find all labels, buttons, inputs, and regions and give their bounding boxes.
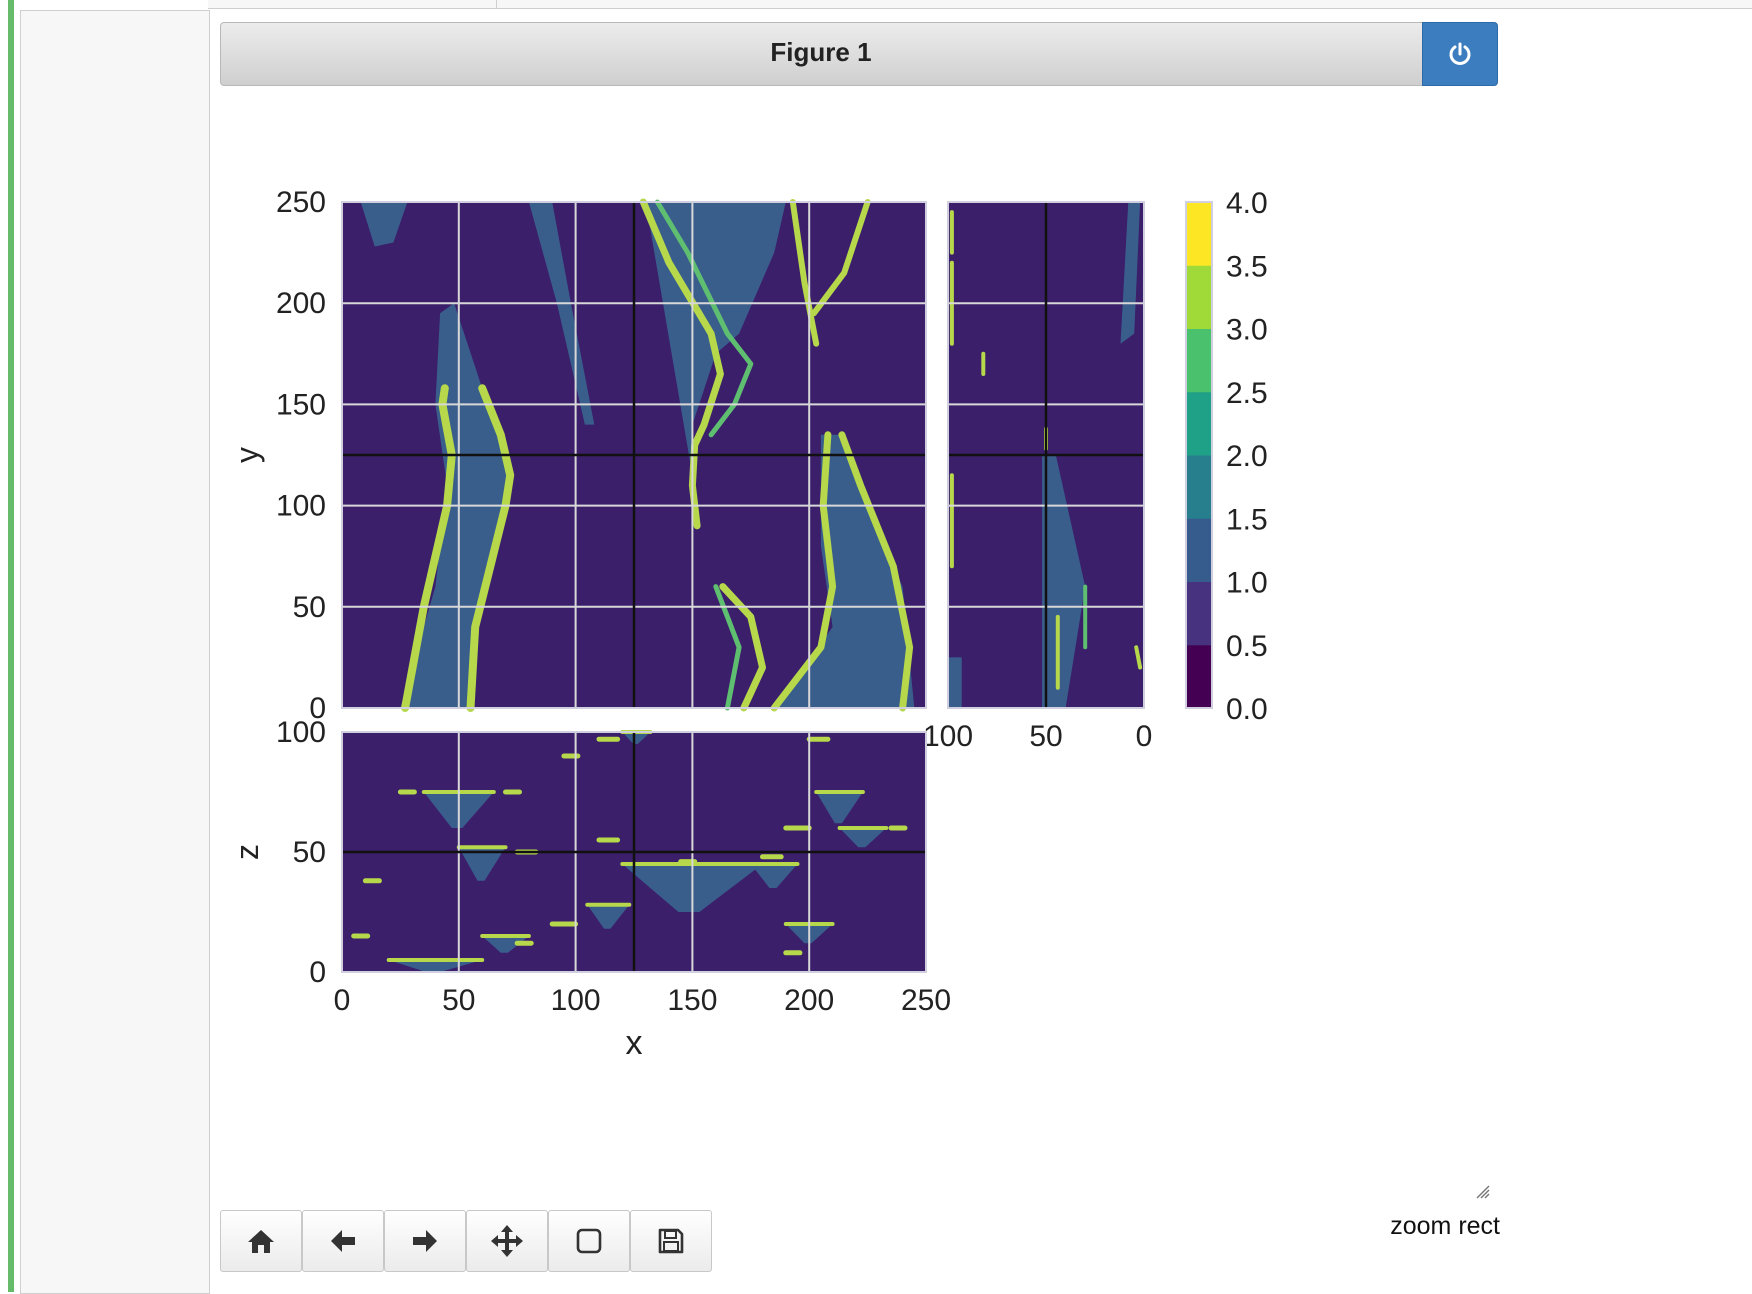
x-tick-label: 50 [442,984,475,1017]
channel-f-left-bank [770,431,837,712]
strip-divider [496,0,497,8]
status-message: zoom rect [1390,1212,1500,1240]
colorbar-tick-label: 1.5 [1226,503,1268,536]
square-icon [576,1228,602,1254]
colorbar-segment [1186,644,1212,709]
zoom-button[interactable] [548,1210,630,1272]
xz-lens [839,828,887,848]
y-tick-label: 50 [293,836,326,869]
colorbar-segment [1186,202,1212,266]
channel-d-bank [789,199,820,347]
close-figure-button[interactable] [1422,22,1498,86]
x-tick-label: 200 [784,984,834,1017]
zy-channel-top [1120,202,1141,344]
zy-slice-plot: 100 50 0 [923,201,1153,753]
channel-f-right-bank [838,431,914,712]
x-tick-label: 150 [667,984,717,1017]
save-button[interactable] [630,1210,712,1272]
arrow-right-icon [413,1230,437,1252]
xz-lens [750,864,798,888]
channel-a-right-bank [466,384,515,712]
x-tick-label: 0 [334,984,351,1017]
y-tick-label: 250 [276,186,326,219]
xy-slice-plot: 0 50 100 150 200 250 y [229,186,927,725]
y-tick-label: 150 [276,388,326,421]
xz-lens [458,847,506,881]
plot-frame [341,731,927,973]
channel-f-body [774,434,915,708]
colorbar-tick-label: 3.5 [1226,250,1268,283]
colorbar-segment [1186,391,1212,456]
colorbar-segment [1186,328,1212,393]
colorbar-tick-label: 3.0 [1226,314,1268,347]
colorbar-tick-label: 4.0 [1226,187,1268,220]
y-tick-label: 100 [276,716,326,749]
home-icon [248,1230,274,1253]
plot-frame [341,201,927,709]
power-icon [1449,42,1471,65]
channel-b-body [528,202,595,425]
colorbar: 0.0 0.5 1.0 1.5 2.0 2.5 3.0 3.5 4.0 [1185,187,1268,726]
cell-prompt-area [20,10,210,1294]
channel-a-left-bank [401,384,456,712]
colorbar-tick-label: 2.0 [1226,440,1268,473]
resize-grip-icon[interactable] [1474,1183,1492,1201]
colorbar-tick-label: 0.5 [1226,630,1268,663]
colorbar-segment [1186,265,1212,329]
y-tick-label: 0 [309,692,326,725]
xz-lens [587,904,630,929]
move-arrows-icon [491,1225,523,1257]
xz-slice-plot: 0 50 100 0 50 100 150 200 250 z x [229,716,951,1062]
previous-cell-strip [208,0,1752,9]
channel-e-bank [810,199,871,317]
colorbar-tick-label: 1.0 [1226,567,1268,600]
pan-button[interactable] [466,1210,548,1272]
zy-edge-patch [948,657,962,708]
channel-c-right-bank [654,199,754,438]
y-tick-label: 200 [276,287,326,320]
floppy-disk-icon [658,1228,684,1254]
colorbar-segment [1186,455,1212,519]
z-axis-label: z [229,844,265,860]
x-tick-label: 0 [1136,720,1153,753]
figure-toolbar [220,1210,712,1272]
x-tick-label: 250 [901,984,951,1017]
figure-titlebar: Figure 1 [220,22,1498,86]
x-tick-label: 100 [551,984,601,1017]
y-tick-label: 0 [309,956,326,989]
colorbar-segment [1186,581,1212,646]
xz-lens [622,732,651,744]
figure-title: Figure 1 [770,37,872,67]
arrow-left-icon [331,1230,355,1252]
y-tick-label: 100 [276,490,326,523]
colorbar-tick-label: 0.0 [1226,693,1268,726]
colorbar-segment [1186,518,1212,582]
y-tick-label: 50 [293,591,326,624]
zy-streak [1134,645,1143,670]
x-tick-label: 50 [1029,720,1062,753]
back-button[interactable] [302,1210,384,1272]
xz-lens [816,792,863,824]
y-axis-label: y [229,447,265,463]
cell-selection-bar [8,0,14,1292]
plot-frame [947,201,1145,709]
colorbar-tick-label: 2.5 [1226,377,1268,410]
zy-channel-lower [1042,455,1086,708]
x-tick-label: 100 [923,720,973,753]
colorbar-frame [1185,201,1213,709]
home-button[interactable] [220,1210,302,1272]
x-axis-label: x [626,1024,643,1062]
forward-button[interactable] [384,1210,466,1272]
xz-lens [482,936,529,953]
channel-g-bank [719,583,766,712]
patch-topleft [360,202,408,247]
